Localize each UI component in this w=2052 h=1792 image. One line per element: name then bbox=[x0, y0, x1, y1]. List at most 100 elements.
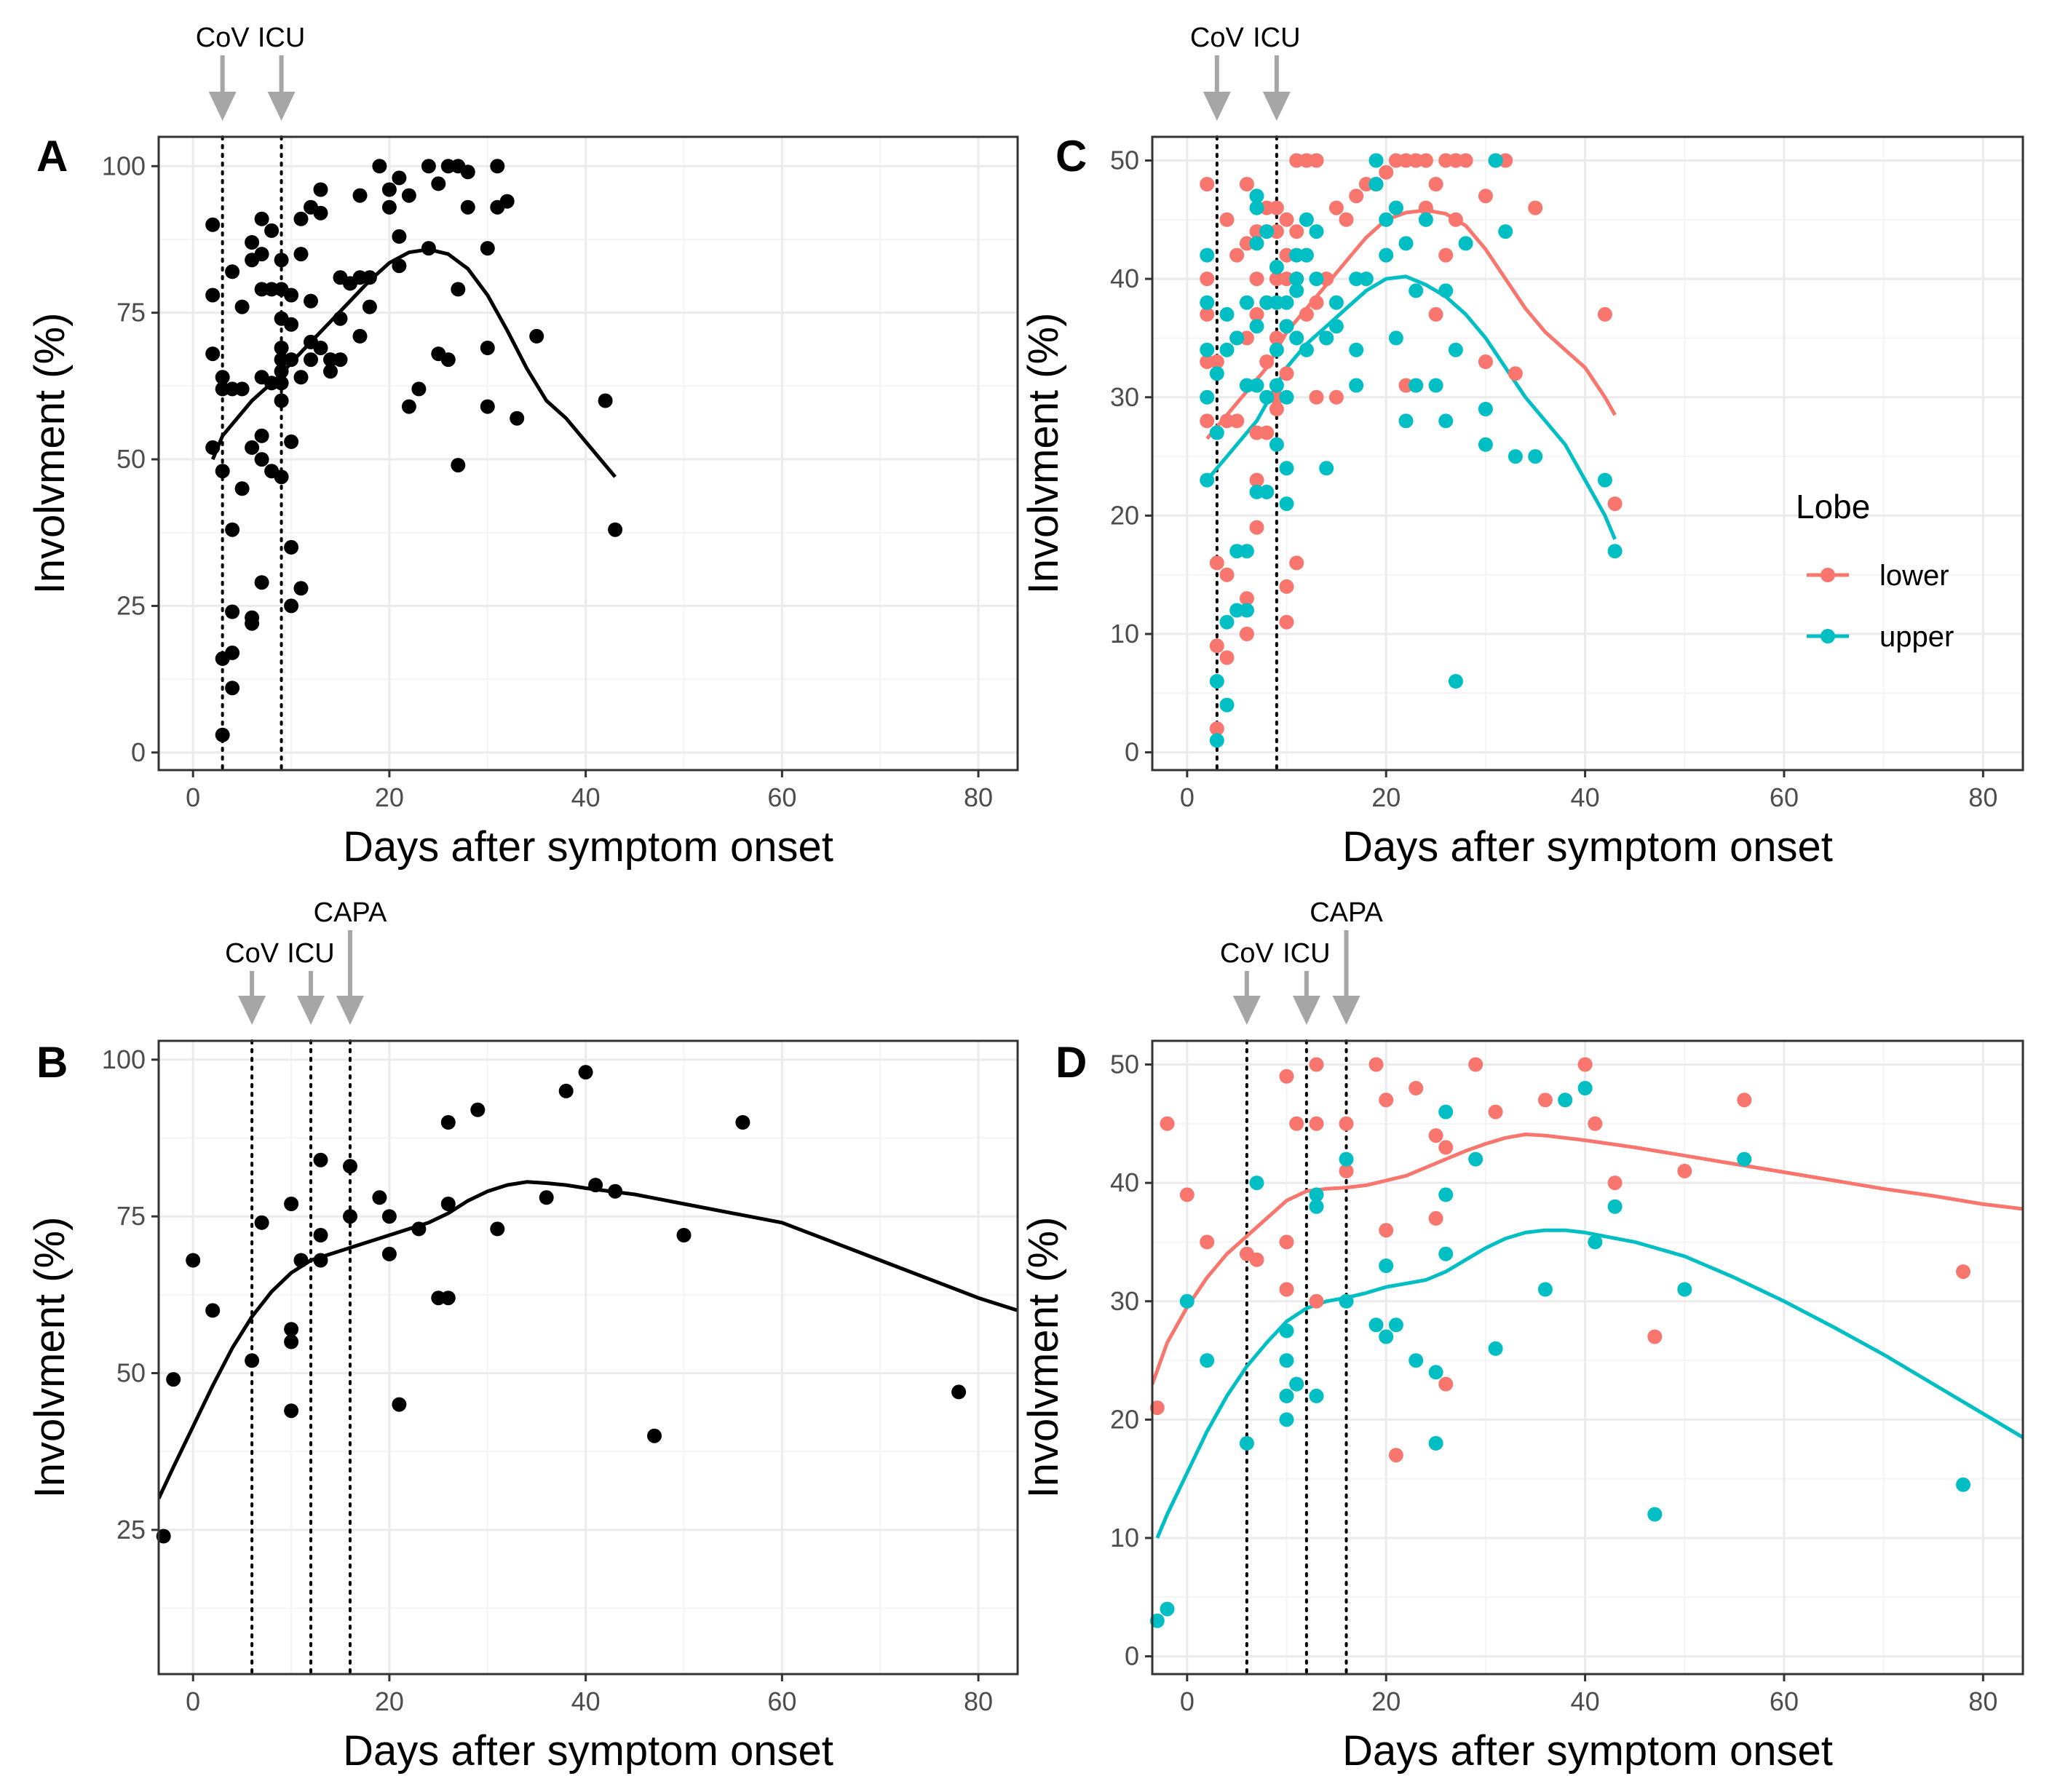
x-tick-label: 40 bbox=[1571, 782, 1600, 812]
x-axis-title: Days after symptom onset bbox=[343, 823, 833, 871]
data-point-lower bbox=[1309, 153, 1324, 168]
data-point-lower bbox=[1279, 366, 1294, 381]
data-point-all bbox=[510, 411, 525, 426]
data-point-lower bbox=[1279, 212, 1294, 227]
data-point-all bbox=[215, 370, 230, 385]
plot-frame bbox=[157, 135, 1019, 772]
data-point-upper bbox=[1737, 1151, 1752, 1167]
data-point-upper bbox=[1328, 319, 1344, 334]
panel-A: 0 20 40 60 80 0 25 50 75 100 CoV ICU A Days after sym… bbox=[26, 23, 1019, 871]
data-point-all bbox=[274, 469, 289, 485]
x-tick-label: 80 bbox=[964, 1686, 993, 1716]
data-point-lower bbox=[1160, 1116, 1175, 1131]
data-point-lower bbox=[1328, 200, 1344, 215]
data-point-lower bbox=[1219, 567, 1235, 582]
data-point-lower bbox=[1388, 1448, 1403, 1463]
data-point-all bbox=[225, 264, 240, 279]
y-tick-label: 25 bbox=[116, 1515, 146, 1545]
data-point-all bbox=[598, 393, 613, 408]
data-point-upper bbox=[1249, 200, 1264, 215]
data-point-lower bbox=[1289, 555, 1304, 571]
data-point-lower bbox=[1508, 366, 1523, 381]
data-point-lower bbox=[1279, 247, 1294, 263]
data-point-all bbox=[480, 341, 495, 355]
data-point-lower bbox=[1438, 1376, 1454, 1392]
down-arrow-icon bbox=[208, 92, 237, 121]
data-point-all bbox=[440, 1291, 456, 1306]
data-point-all bbox=[558, 1083, 574, 1098]
data-point-upper bbox=[1200, 472, 1215, 488]
data-point-all bbox=[440, 1197, 456, 1211]
data-point-all bbox=[215, 464, 230, 479]
data-point-upper bbox=[1209, 425, 1224, 440]
data-point-upper bbox=[1508, 449, 1523, 464]
data-point-upper bbox=[1279, 1353, 1294, 1368]
data-point-lower bbox=[1418, 200, 1433, 215]
y-axis-title: Involvment (%) bbox=[1020, 313, 1067, 595]
data-point-upper bbox=[1239, 603, 1254, 618]
data-point-lower bbox=[1229, 413, 1245, 429]
legend-title: Lobe bbox=[1796, 488, 1870, 526]
data-point-upper bbox=[1160, 1601, 1175, 1617]
data-point-lower bbox=[1448, 212, 1463, 227]
data-point-lower bbox=[1279, 271, 1294, 287]
data-point-lower bbox=[1309, 1057, 1324, 1072]
data-point-all bbox=[313, 182, 328, 197]
data-point-upper bbox=[1368, 1317, 1384, 1333]
x-tick-label: 60 bbox=[767, 1686, 796, 1716]
y-tick-label: 30 bbox=[1110, 1286, 1139, 1316]
x-tick-label: 60 bbox=[1770, 1686, 1799, 1716]
data-point-lower bbox=[1309, 1116, 1324, 1131]
legend-label-lower: lower bbox=[1879, 560, 1949, 592]
data-point-all bbox=[205, 1303, 221, 1318]
data-point-lower bbox=[1279, 1234, 1294, 1250]
data-point-upper bbox=[1349, 271, 1364, 287]
data-point-all bbox=[293, 1253, 309, 1268]
y-tick-label: 50 bbox=[1110, 1050, 1139, 1079]
y-axis-title: Involvment (%) bbox=[1020, 1217, 1067, 1499]
data-point-lower bbox=[1239, 591, 1254, 606]
data-point-upper bbox=[1607, 544, 1623, 559]
data-point-upper bbox=[1149, 1613, 1165, 1628]
data-point-upper bbox=[1269, 259, 1284, 274]
data-point-all bbox=[588, 1178, 603, 1193]
data-point-lower bbox=[1209, 555, 1224, 571]
data-point-all bbox=[274, 364, 289, 379]
data-point-lower bbox=[1249, 224, 1264, 239]
x-tick-label: 0 bbox=[1180, 782, 1195, 812]
data-point-upper bbox=[1200, 295, 1215, 310]
data-point-lower bbox=[1219, 413, 1235, 429]
data-point-all bbox=[254, 452, 269, 467]
data-point-lower bbox=[1259, 200, 1275, 215]
data-point-lower bbox=[1647, 1329, 1663, 1344]
data-point-upper bbox=[1279, 319, 1294, 334]
data-point-upper bbox=[1577, 1081, 1593, 1095]
data-point-all bbox=[274, 393, 289, 408]
x-tick-label: 80 bbox=[1968, 1686, 1997, 1716]
data-point-lower bbox=[1468, 1057, 1483, 1072]
data-point-all bbox=[245, 616, 260, 631]
data-point-lower bbox=[1379, 1223, 1394, 1238]
x-tick-label: 20 bbox=[1371, 1686, 1401, 1716]
x-tick-label: 80 bbox=[1968, 782, 1997, 812]
data-point-upper bbox=[1418, 212, 1433, 227]
data-point-upper bbox=[1428, 378, 1443, 393]
data-point-upper bbox=[1309, 271, 1324, 287]
data-point-upper bbox=[1209, 733, 1224, 748]
event-label-icu: ICU bbox=[287, 938, 334, 969]
data-point-all bbox=[284, 317, 299, 332]
data-point-all bbox=[499, 194, 515, 209]
data-point-lower bbox=[1289, 1116, 1304, 1131]
data-point-all bbox=[313, 1228, 328, 1242]
data-point-lower bbox=[1239, 330, 1254, 346]
data-point-all bbox=[274, 376, 289, 391]
data-point-all bbox=[293, 370, 309, 385]
data-point-upper bbox=[1438, 283, 1454, 298]
panel-letter: A bbox=[36, 132, 68, 181]
data-point-all bbox=[205, 440, 221, 455]
data-point-all bbox=[293, 211, 309, 226]
data-point-lower bbox=[1200, 271, 1215, 287]
down-arrow-icon bbox=[1332, 996, 1360, 1025]
data-point-lower bbox=[1398, 153, 1414, 168]
data-point-all bbox=[284, 434, 299, 449]
